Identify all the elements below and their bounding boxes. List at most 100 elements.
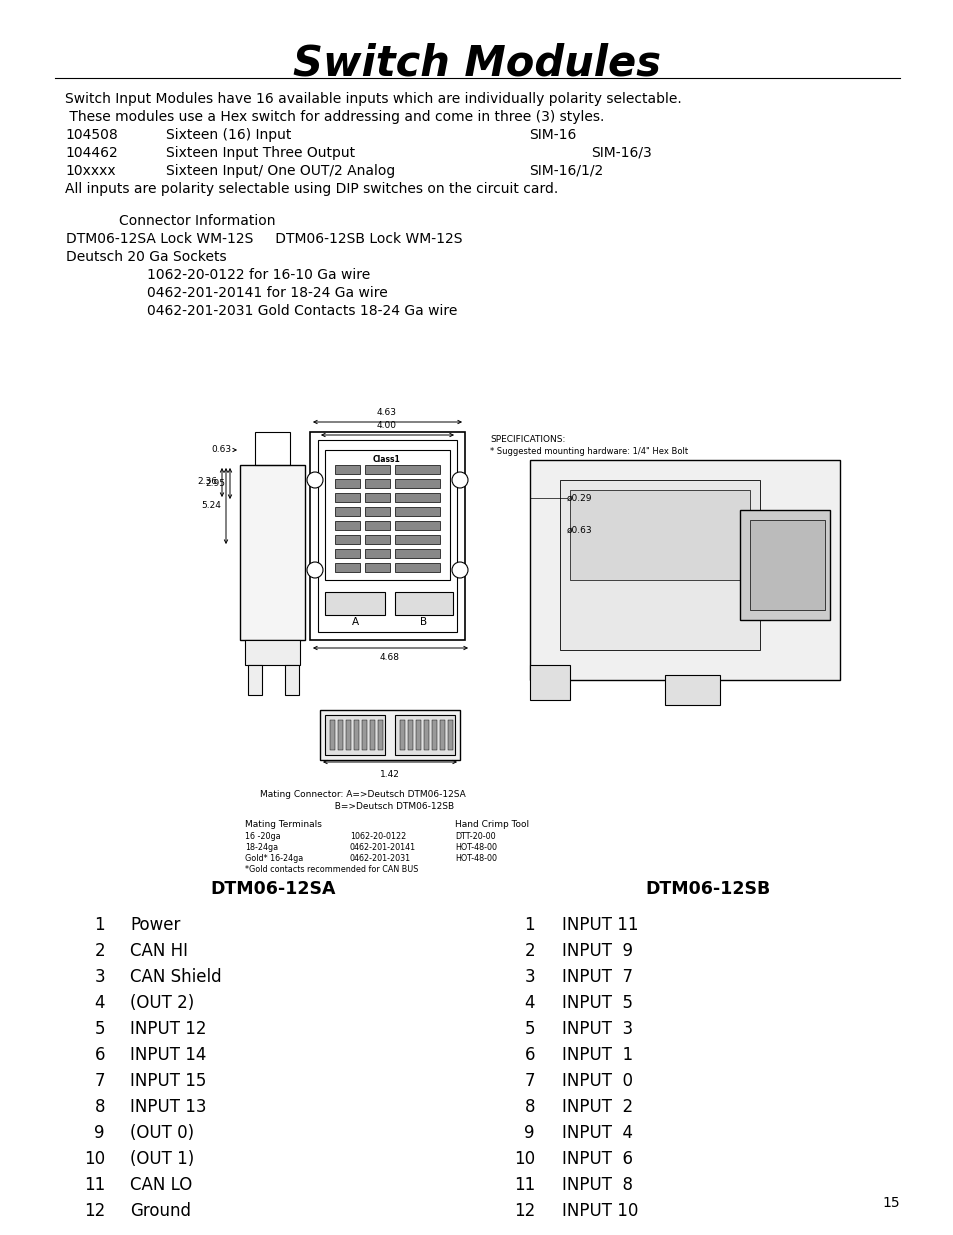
Bar: [240, 466, 305, 640]
Text: Hand Crimp Tool: Hand Crimp Tool: [455, 820, 529, 829]
Bar: [346, 720, 351, 750]
Bar: [335, 521, 359, 530]
Text: INPUT  3: INPUT 3: [561, 1020, 633, 1037]
Bar: [365, 466, 390, 474]
Text: 5: 5: [94, 1020, 105, 1037]
Text: SIM-16/3: SIM-16/3: [590, 146, 651, 161]
Text: ø0.63: ø0.63: [566, 526, 592, 535]
Bar: [254, 432, 290, 466]
Bar: [365, 550, 390, 558]
Bar: [395, 466, 439, 474]
Bar: [335, 479, 359, 488]
Text: DTT-20-00: DTT-20-00: [455, 832, 496, 841]
Text: Mating Connector: A=>Deutsch DTM06-12SA: Mating Connector: A=>Deutsch DTM06-12SA: [260, 790, 465, 799]
Bar: [354, 720, 358, 750]
Text: 4.00: 4.00: [376, 421, 396, 430]
Bar: [285, 664, 298, 695]
Bar: [664, 676, 720, 705]
Text: SIM-16: SIM-16: [529, 128, 576, 142]
Text: 18-24ga: 18-24ga: [245, 844, 278, 852]
Text: 4.68: 4.68: [379, 653, 399, 662]
Bar: [365, 508, 390, 516]
Text: HOT-48-00: HOT-48-00: [455, 853, 497, 863]
Bar: [325, 715, 385, 755]
Circle shape: [307, 472, 323, 488]
Text: 104462: 104462: [65, 146, 117, 161]
Bar: [377, 720, 382, 750]
Text: 0462-201-2031 Gold Contacts 18-24 Ga wire: 0462-201-2031 Gold Contacts 18-24 Ga wir…: [147, 304, 456, 317]
Circle shape: [307, 562, 323, 578]
Bar: [408, 720, 413, 750]
Bar: [439, 720, 444, 750]
Text: 7: 7: [94, 1072, 105, 1091]
Text: 10: 10: [514, 1150, 535, 1168]
Bar: [317, 440, 456, 632]
Bar: [365, 479, 390, 488]
Text: 6: 6: [94, 1046, 105, 1065]
Bar: [740, 510, 829, 620]
Text: INPUT  7: INPUT 7: [561, 968, 633, 986]
Bar: [395, 592, 453, 615]
Bar: [432, 720, 436, 750]
Text: 9: 9: [524, 1124, 535, 1142]
Text: 15: 15: [882, 1195, 899, 1210]
Text: INPUT  1: INPUT 1: [561, 1046, 633, 1065]
Text: Class1: Class1: [373, 454, 400, 464]
Bar: [395, 508, 439, 516]
Bar: [365, 493, 390, 501]
Text: Power: Power: [130, 916, 180, 934]
Bar: [559, 480, 760, 650]
Text: (OUT 2): (OUT 2): [130, 994, 194, 1011]
Bar: [325, 592, 385, 615]
Text: * Suggested mounting hardware: 1/4" Hex Bolt: * Suggested mounting hardware: 1/4" Hex …: [490, 447, 687, 456]
Circle shape: [452, 562, 468, 578]
Bar: [325, 450, 450, 580]
Text: 16 -20ga: 16 -20ga: [245, 832, 280, 841]
Text: 1.42: 1.42: [379, 769, 399, 779]
Text: SIM-16/1/2: SIM-16/1/2: [529, 164, 602, 178]
Text: 9: 9: [94, 1124, 105, 1142]
Text: B=>Deutsch DTM06-12SB: B=>Deutsch DTM06-12SB: [260, 802, 454, 811]
Text: 5: 5: [524, 1020, 535, 1037]
Bar: [530, 664, 569, 700]
Circle shape: [452, 472, 468, 488]
Text: Mating Terminals: Mating Terminals: [245, 820, 321, 829]
Bar: [335, 550, 359, 558]
Bar: [749, 520, 824, 610]
Text: Deutsch 20 Ga Sockets: Deutsch 20 Ga Sockets: [66, 249, 227, 264]
Text: 3: 3: [94, 968, 105, 986]
Bar: [310, 432, 464, 640]
Text: 6: 6: [524, 1046, 535, 1065]
Text: CAN Shield: CAN Shield: [130, 968, 221, 986]
Text: 12: 12: [514, 1202, 535, 1220]
Text: Sixteen Input Three Output: Sixteen Input Three Output: [166, 146, 355, 161]
Bar: [365, 563, 390, 572]
Text: 2: 2: [524, 942, 535, 960]
Text: 10xxxx: 10xxxx: [65, 164, 115, 178]
Text: 0462-201-2031: 0462-201-2031: [350, 853, 411, 863]
Bar: [395, 550, 439, 558]
Bar: [530, 459, 840, 680]
Text: Switch Modules: Switch Modules: [293, 42, 660, 84]
Text: These modules use a Hex switch for addressing and come in three (3) styles.: These modules use a Hex switch for addre…: [65, 110, 604, 124]
Text: INPUT 12: INPUT 12: [130, 1020, 206, 1037]
Bar: [361, 720, 367, 750]
Text: INPUT 15: INPUT 15: [130, 1072, 206, 1091]
Text: 8: 8: [94, 1098, 105, 1116]
Text: Switch Input Modules have 16 available inputs which are individually polarity se: Switch Input Modules have 16 available i…: [65, 91, 681, 106]
Text: 7: 7: [524, 1072, 535, 1091]
Text: 3: 3: [524, 968, 535, 986]
Text: CAN HI: CAN HI: [130, 942, 188, 960]
Text: INPUT  9: INPUT 9: [561, 942, 633, 960]
Text: 1062-20-0122: 1062-20-0122: [350, 832, 406, 841]
Bar: [330, 720, 335, 750]
Text: SPECIFICATIONS:: SPECIFICATIONS:: [490, 435, 565, 445]
Bar: [395, 493, 439, 501]
Bar: [245, 640, 299, 664]
Bar: [370, 720, 375, 750]
Text: 1: 1: [94, 916, 105, 934]
Text: 10: 10: [84, 1150, 105, 1168]
Text: 12: 12: [84, 1202, 105, 1220]
Text: INPUT  0: INPUT 0: [561, 1072, 633, 1091]
Text: 4: 4: [524, 994, 535, 1011]
